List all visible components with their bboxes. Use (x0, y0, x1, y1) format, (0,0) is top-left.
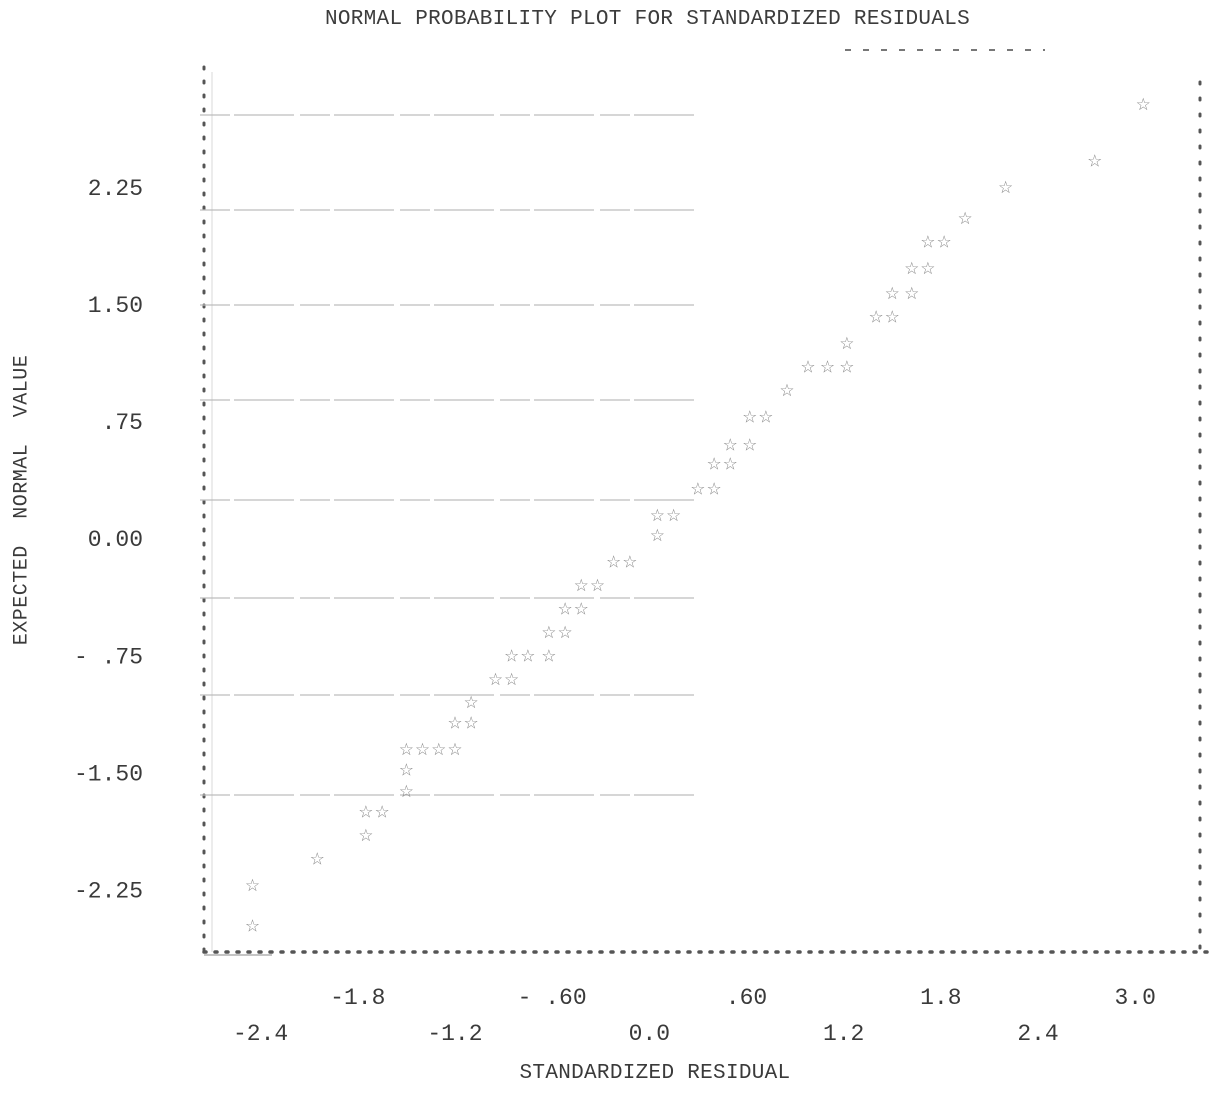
data-point: ☆ (742, 436, 757, 456)
data-point: ☆ (820, 357, 835, 377)
data-point: ☆ (706, 454, 721, 474)
data-point: ☆ (904, 259, 919, 279)
chart-title: NORMAL PROBABILITY PLOT FOR STANDARDIZED… (324, 8, 971, 31)
data-point: ☆ (574, 599, 589, 619)
data-point: ☆ (541, 623, 556, 643)
data-point: ☆ (245, 916, 260, 936)
data-point: ☆ (358, 802, 373, 822)
data-point: ☆ (723, 454, 738, 474)
y-tick-label: .75 (102, 410, 143, 436)
data-point: ☆ (488, 670, 503, 690)
x-axis-label: STANDARDIZED RESIDUAL (519, 1062, 791, 1085)
data-point: ☆ (779, 381, 794, 401)
y-tick-label: -1.50 (74, 761, 143, 787)
data-point: ☆ (504, 670, 519, 690)
x-tick-label-upper: -1.8 (330, 985, 385, 1011)
y-tick-label: - .75 (74, 644, 143, 670)
data-point: ☆ (885, 308, 900, 328)
data-point: ☆ (590, 576, 605, 596)
data-point: ☆ (622, 553, 637, 573)
data-point: ☆ (541, 646, 556, 666)
y-tick-label: 0.00 (88, 527, 143, 553)
data-point: ☆ (1136, 95, 1151, 115)
data-point: ☆ (758, 407, 773, 427)
x-tick-label-upper: - .60 (518, 985, 587, 1011)
x-tick-label-lower: -2.4 (233, 1021, 288, 1047)
data-point: ☆ (245, 876, 260, 896)
data-point: ☆ (920, 233, 935, 253)
data-point: ☆ (904, 284, 919, 304)
data-point: ☆ (606, 553, 621, 573)
data-point: ☆ (374, 802, 389, 822)
data-point: ☆ (998, 178, 1013, 198)
data-point: ☆ (690, 479, 705, 499)
x-tick-label-lower: 2.4 (1017, 1021, 1058, 1047)
y-tick-labels: 2.25 1.50 .75 0.00 - .75 -1.50 -2.25 (74, 176, 143, 905)
data-point: ☆ (447, 713, 462, 733)
data-point: ☆ (464, 713, 479, 733)
data-point: ☆ (399, 760, 414, 780)
data-point: ☆ (723, 436, 738, 456)
data-point: ☆ (504, 646, 519, 666)
data-point: ☆ (464, 693, 479, 713)
x-tick-label-lower: 1.2 (823, 1021, 864, 1047)
x-tick-label-upper: 3.0 (1115, 985, 1156, 1011)
x-tick-labels: -1.8 - .60 .60 1.8 3.0 -2.4 -1.2 0.0 1.2 2.4 (233, 985, 1156, 1047)
data-point: ☆ (650, 506, 665, 526)
x-tick-label-upper: .60 (726, 985, 767, 1011)
data-points: ☆☆☆☆☆ ☆☆☆☆ ☆ ☆ ☆☆ ☆☆☆ ☆☆ ☆ ☆☆ ☆☆ ☆☆ ☆☆ ☆☆☆ ☆☆ ☆☆ ☆☆ ☆☆ ☆☆… (245, 95, 1151, 936)
plot-frame (202, 49, 1212, 956)
data-point: ☆ (399, 740, 414, 760)
data-point: ☆ (706, 479, 721, 499)
data-point: ☆ (447, 740, 462, 760)
data-point: ☆ (574, 576, 589, 596)
y-tick-label: 1.50 (88, 293, 143, 319)
data-point: ☆ (666, 506, 681, 526)
data-point: ☆ (868, 308, 883, 328)
data-point: ☆ (520, 646, 535, 666)
data-point: ☆ (358, 826, 373, 846)
data-point: ☆ (800, 357, 815, 377)
data-point: ☆ (399, 782, 414, 802)
data-point: ☆ (1087, 151, 1102, 171)
data-point: ☆ (936, 233, 951, 253)
x-tick-label-lower: -1.2 (427, 1021, 482, 1047)
x-tick-label-upper: 1.8 (920, 985, 961, 1011)
data-point: ☆ (958, 209, 973, 229)
data-point: ☆ (557, 599, 572, 619)
data-point: ☆ (839, 357, 854, 377)
faint-rules (200, 114, 700, 796)
data-point: ☆ (310, 849, 325, 869)
y-tick-label: 2.25 (88, 176, 143, 202)
data-point: ☆ (742, 407, 757, 427)
data-point: ☆ (557, 623, 572, 643)
x-tick-label-lower: 0.0 (629, 1021, 670, 1047)
data-point: ☆ (839, 334, 854, 354)
y-tick-label: -2.25 (74, 879, 143, 905)
data-point: ☆ (431, 740, 446, 760)
data-point: ☆ (885, 284, 900, 304)
data-point: ☆ (650, 526, 665, 546)
data-point: ☆ (415, 740, 430, 760)
data-point: ☆ (920, 259, 935, 279)
